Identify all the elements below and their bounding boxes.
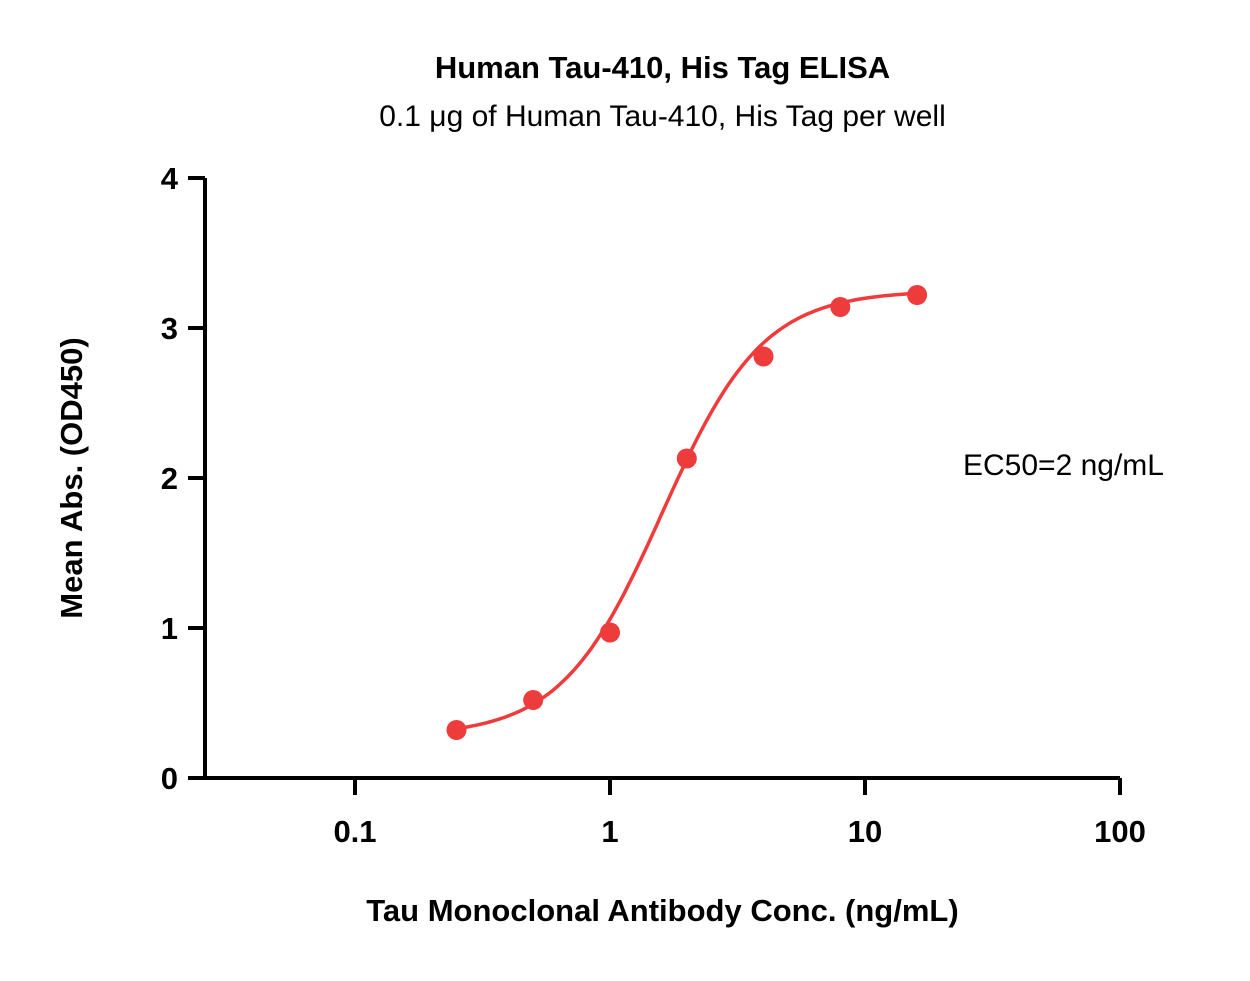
ec50-annotation: EC50=2 ng/mL	[963, 449, 1164, 482]
data-point	[676, 448, 697, 469]
data-point	[523, 690, 544, 710]
y-tick-label: 3	[161, 311, 178, 346]
fit-curve	[454, 291, 919, 731]
data-point	[907, 285, 928, 305]
data-point	[446, 720, 467, 740]
y-tick-label: 4	[161, 161, 179, 196]
data-point	[830, 297, 851, 317]
x-axis-label: Tau Monoclonal Antibody Conc. (ng/mL)	[366, 893, 959, 928]
x-tick-label: 1	[601, 814, 618, 849]
x-tick-label: 0.1	[333, 814, 376, 849]
chart-subtitle: 0.1 μg of Human Tau-410, His Tag per wel…	[379, 100, 946, 133]
x-tick-label: 10	[848, 814, 882, 849]
y-tick-label: 0	[161, 761, 178, 796]
y-tick-label: 1	[161, 611, 178, 646]
data-point	[753, 346, 774, 367]
data-point	[600, 622, 620, 643]
x-tick-label: 100	[1094, 814, 1146, 849]
chart-title: Human Tau-410, His Tag ELISA	[434, 50, 891, 85]
y-tick-label: 2	[161, 461, 178, 496]
